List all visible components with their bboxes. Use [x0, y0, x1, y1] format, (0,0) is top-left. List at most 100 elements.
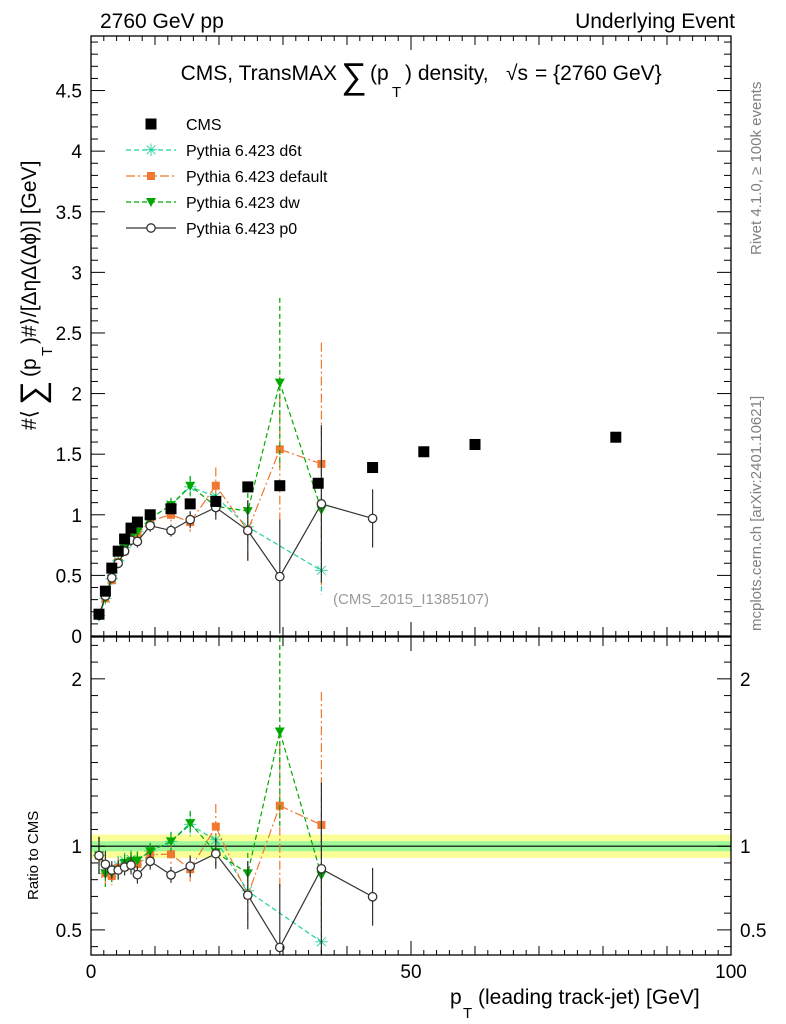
ratio-y-tick-label-right: 0.5	[740, 921, 766, 942]
data-point	[93, 608, 105, 620]
data-point	[144, 509, 156, 521]
x-tick-label: 50	[400, 962, 421, 983]
data-point	[112, 545, 124, 557]
y-tick-label: 3	[71, 263, 82, 284]
title-sqrt: √s	[506, 62, 528, 85]
data-point	[184, 498, 196, 510]
title-prefix: CMS, TransMAX	[181, 62, 337, 85]
data-point	[469, 438, 481, 450]
ylabel-pt-sub: T	[39, 347, 56, 356]
x-tick-label: 100	[715, 962, 747, 983]
y-tick-label: 1	[71, 506, 82, 527]
title-suffix: ) density,	[405, 62, 489, 85]
ratio-point	[316, 863, 327, 874]
ratio-point	[166, 837, 176, 847]
ratio-uncertainty-bands	[91, 834, 731, 858]
ratio-plot-frame	[90, 636, 732, 956]
data-point	[119, 533, 131, 545]
header-right: Underlying Event	[575, 10, 735, 33]
mcplots-label: mcplots.cern.ch [arXiv:2401.10621]	[748, 396, 765, 631]
y-tick-label: 4.5	[56, 82, 82, 103]
series-pythia-6-423-p0	[94, 425, 378, 634]
y-tick-label: 0.5	[56, 566, 82, 587]
legend-entry-pythia-6-423-dw: Pythia 6.423 dw	[126, 195, 300, 212]
y-tick-label: 0	[71, 627, 82, 648]
main-plot-series: ✳✳✳✳✳✳✳✳✳✳✳✳✳	[92, 297, 622, 634]
xlabel-sub: T	[463, 1005, 472, 1022]
ratio-point	[132, 856, 143, 866]
ratio-point	[126, 860, 136, 870]
data-point	[367, 513, 378, 524]
data-point	[166, 525, 176, 536]
data-point	[125, 522, 137, 534]
axis-ticks	[90, 36, 732, 955]
ratio-point	[166, 870, 176, 880]
legend-marker	[146, 223, 156, 233]
ratio-point	[185, 819, 196, 829]
y-tick-label: 2.5	[56, 324, 82, 345]
legend-marker	[146, 198, 156, 207]
data-point	[242, 481, 254, 493]
legend-entry-cms: CMS	[145, 117, 222, 134]
y-tick-label: 3.5	[56, 203, 82, 224]
legend-label: Pythia 6.423 p0	[186, 221, 297, 238]
data-point	[99, 585, 111, 597]
ratio-point	[210, 848, 221, 859]
y-tick-label: 4	[71, 142, 82, 163]
ratio-point	[167, 850, 175, 859]
ratio-y-tick-label-right: 2	[740, 670, 751, 691]
y-axis-label-main: #⟨ ∑ (p T )#⟩/[ΔηΔ(Δϕ)] [GeV]	[14, 161, 56, 430]
legend: CMS ✳ Pythia 6.423 d6t Pythia 6.423 default…	[126, 117, 328, 238]
legend-label: Pythia 6.423 dw	[186, 195, 300, 212]
xlabel-p: p	[450, 986, 462, 1009]
title-energy: = {2760 GeV}	[535, 62, 662, 85]
data-point	[242, 525, 253, 536]
data-point	[106, 562, 118, 574]
ratio-y-tick-label: 0.5	[56, 921, 82, 942]
y-tick-label: 1.5	[56, 445, 82, 466]
data-point	[367, 462, 379, 474]
data-point	[185, 514, 196, 525]
data-point	[210, 495, 222, 507]
data-point	[275, 445, 284, 454]
data-point	[145, 520, 156, 531]
ylabel-suffix: )#⟩/[ΔηΔ(Δϕ)] [GeV]	[18, 161, 41, 344]
legend-entry-pythia-6-423-p0: Pythia 6.423 p0	[126, 221, 297, 238]
series-pythia-6-423-dw	[94, 297, 327, 621]
y-tick-label: 2	[71, 385, 82, 406]
data-point	[316, 499, 327, 509]
ratio-y-tick-label: 1	[71, 837, 82, 858]
ratio-series-pythia-6-423-dw	[94, 637, 327, 929]
ylabel-pt: (p	[18, 358, 41, 377]
ratio-point	[145, 856, 156, 867]
data-point	[165, 503, 177, 515]
ratio-point	[94, 850, 104, 861]
y-axis-label-ratio: Ratio to CMS	[25, 811, 42, 900]
ratio-y-tick-label-right: 1	[740, 837, 751, 858]
ratio-point	[100, 859, 111, 870]
xlabel-rest: (leading track-jet) [GeV]	[478, 986, 700, 1009]
ratio-plot-series: ✳✳✳✳✳✳✳✳✳✳✳✳✳	[92, 637, 378, 955]
data-point	[185, 481, 196, 491]
data-point	[131, 516, 143, 528]
title-pt-sub: T	[392, 84, 401, 101]
data-point	[312, 477, 324, 489]
data-point	[418, 446, 430, 458]
data-point	[132, 536, 143, 547]
rivet-label: Rivet 4.1.0, ≥ 100k events	[748, 82, 765, 255]
ratio-point	[132, 869, 143, 880]
legend-marker	[145, 118, 157, 130]
title-pt: (p	[370, 62, 389, 85]
ratio-series-pythia-6-423-default	[95, 692, 326, 955]
legend-entry-pythia-6-423-d6t: ✳ Pythia 6.423 d6t	[126, 141, 302, 160]
data-point	[211, 481, 220, 490]
data-point	[274, 480, 286, 492]
ratio-series-pythia-6-423-p0	[94, 782, 378, 955]
ratio-point	[274, 942, 285, 953]
legend-entry-pythia-6-423-default: Pythia 6.423 default	[126, 169, 328, 186]
header-left: 2760 GeV pp	[100, 10, 224, 33]
legend-marker	[147, 172, 155, 180]
data-point	[167, 510, 175, 519]
ratio-point	[367, 891, 378, 902]
ratio-y-tick-label: 2	[71, 670, 82, 691]
